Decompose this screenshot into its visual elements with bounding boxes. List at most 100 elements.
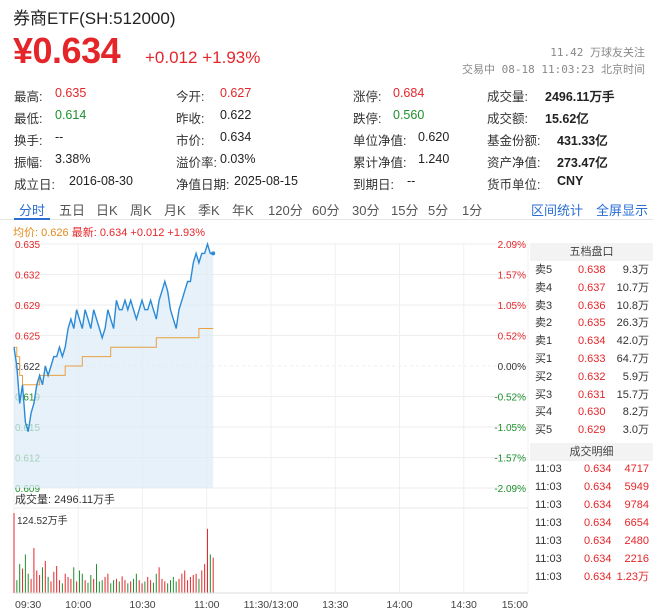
order-price: 0.638 <box>578 264 606 276</box>
y-tick-label: 0.622 <box>15 362 40 373</box>
current-price: ¥0.634 <box>13 30 121 71</box>
order-price: 0.629 <box>578 424 606 437</box>
chart-period-tabs: 分时 五日 日K 周K 月K 季K 年K 120分 60分 30分 15分 5分 1分 区间统计 全屏显示 <box>0 198 653 220</box>
stat-label: 成交额: <box>487 112 528 126</box>
pct-tick-label: -2.09% <box>494 484 526 495</box>
x-tick-label: 13:30 <box>322 599 348 611</box>
stat-label: 换手: <box>14 134 43 148</box>
order-book-row: 卖2 0.635 26.3万 <box>530 314 653 332</box>
x-tick-label: 10:30 <box>129 599 155 611</box>
order-book-row: 卖4 0.637 10.7万 <box>530 279 653 297</box>
tab-4[interactable]: 月K <box>164 203 186 218</box>
order-book-row: 买5 0.629 3.0万 <box>530 421 653 439</box>
trade-time: 11:03 <box>535 571 562 583</box>
trade-price: 0.634 <box>584 463 612 475</box>
stat-label: 今开: <box>176 90 205 104</box>
tab-6[interactable]: 年K <box>232 203 254 218</box>
x-tick-label: 11:00 <box>194 599 220 611</box>
chart-legend: 均价: 0.626 最新: 0.634 +0.012 +1.93% <box>13 224 205 240</box>
stat-label: 涨停: <box>353 90 382 104</box>
order-price: 0.633 <box>578 353 606 365</box>
stat-value: -- <box>55 130 64 144</box>
trade-time: 11:03 <box>535 463 562 475</box>
order-level: 买3 <box>535 388 553 401</box>
order-volume: 42.0万 <box>616 335 649 348</box>
trade-detail-row: 11:03 0.634 4717 <box>530 460 653 478</box>
order-volume: 64.7万 <box>616 353 649 365</box>
volume-max-label: 124.52万手 <box>17 514 68 527</box>
trade-detail-row: 11:03 0.634 6654 <box>530 514 653 532</box>
range-stats-link[interactable]: 区间统计 <box>531 203 584 218</box>
trade-price: 0.634 <box>584 571 612 583</box>
stat-value: 0.03% <box>220 152 256 166</box>
x-tick-label: 15:00 <box>502 599 528 611</box>
stat-value: 0.627 <box>220 86 252 100</box>
intraday-chart[interactable]: 0.635 2.09% 0.632 1.57% 0.629 1.05% 0.625 0.52%… <box>0 238 530 615</box>
stat-value: 273.47亿 <box>557 156 608 170</box>
tab-7[interactable]: 120分 <box>268 203 303 218</box>
order-book-row: 买4 0.630 8.2万 <box>530 403 653 421</box>
stat-value: 2016-08-30 <box>69 174 133 188</box>
stat-value: -- <box>407 174 416 188</box>
order-book-title: 五档盘口 <box>530 243 653 261</box>
stat-label: 到期日: <box>353 178 394 192</box>
order-book-row: 买1 0.633 64.7万 <box>530 350 653 368</box>
volume-label: 成交量: 2496.11万手 <box>15 492 115 506</box>
tab-3[interactable]: 周K <box>130 203 152 218</box>
order-book-row: 卖5 0.638 9.3万 <box>530 261 653 279</box>
tab-9[interactable]: 30分 <box>352 203 380 218</box>
stat-value: 15.62亿 <box>545 112 589 126</box>
tab-8[interactable]: 60分 <box>312 203 340 218</box>
order-level: 卖4 <box>535 281 553 294</box>
trade-detail-title: 成交明细 <box>530 443 653 461</box>
stat-value: 0.560 <box>393 108 425 122</box>
stat-label: 振幅: <box>14 156 43 170</box>
tab-2[interactable]: 日K <box>96 203 118 218</box>
stat-value: 0.635 <box>55 86 87 100</box>
tab-10[interactable]: 15分 <box>391 203 419 218</box>
x-tick-label: 09:30 <box>15 599 41 611</box>
stat-label: 成交量: <box>487 90 528 104</box>
follower-count: 11.42 万球友关注 <box>550 46 645 59</box>
tab-5[interactable]: 季K <box>198 203 220 218</box>
avg-price-legend: 均价: 0.626 <box>13 227 69 239</box>
tab-12[interactable]: 1分 <box>462 203 483 218</box>
trade-detail-row: 11:03 0.634 2216 <box>530 550 653 568</box>
order-volume: 9.3万 <box>622 264 649 276</box>
y-tick-label: 0.635 <box>15 240 40 251</box>
stats-row: 最低: 0.614 昨收: 0.622 跌停: 0.560 成交额: 15.62亿 <box>0 104 653 126</box>
trade-detail-row: 11:03 0.634 9784 <box>530 496 653 514</box>
trade-detail-row: 11:03 0.634 5949 <box>530 478 653 496</box>
trade-volume: 2480 <box>624 535 649 547</box>
stats-row: 振幅: 3.38% 溢价率: 0.03% 累计净值: 1.240 资产净值: 273.47亿 <box>0 148 653 170</box>
trade-price: 0.634 <box>584 553 612 565</box>
trade-time: 11:03 <box>535 517 562 529</box>
stat-label: 市价: <box>176 134 205 148</box>
stat-label: 单位净值: <box>353 134 407 148</box>
stats-row: 换手: -- 市价: 0.634 单位净值: 0.620 基金份额: 431.33亿 <box>0 126 653 148</box>
change-percent: +1.93% <box>202 48 261 67</box>
active-tab-indicator <box>14 218 50 220</box>
y-tick-label: 0.625 <box>15 332 40 343</box>
order-volume: 10.7万 <box>616 281 649 294</box>
fullscreen-link[interactable]: 全屏显示 <box>596 203 649 218</box>
x-tick-label: 14:00 <box>386 599 412 611</box>
order-volume: 15.7万 <box>616 388 649 401</box>
trade-volume: 6654 <box>624 517 649 529</box>
y-tick-label: 0.629 <box>15 301 40 312</box>
order-book-row: 卖3 0.636 10.8万 <box>530 297 653 315</box>
order-book-row: 买2 0.632 5.9万 <box>530 368 653 386</box>
tab-11[interactable]: 5分 <box>428 203 449 218</box>
trade-detail-row: 11:03 0.634 1.23万 <box>530 568 653 586</box>
stat-value: 431.33亿 <box>557 134 608 148</box>
tab-0[interactable]: 分时 <box>19 203 46 218</box>
tab-1[interactable]: 五日 <box>59 203 86 218</box>
trade-price: 0.634 <box>584 481 612 493</box>
order-level: 买2 <box>535 370 553 383</box>
trade-price: 0.634 <box>584 535 612 547</box>
pct-tick-label: 0.00% <box>498 362 526 373</box>
y-tick-label: 0.609 <box>15 484 40 495</box>
stat-value: 1.240 <box>418 152 450 166</box>
order-price: 0.632 <box>578 370 606 383</box>
stat-label: 昨收: <box>176 112 205 126</box>
